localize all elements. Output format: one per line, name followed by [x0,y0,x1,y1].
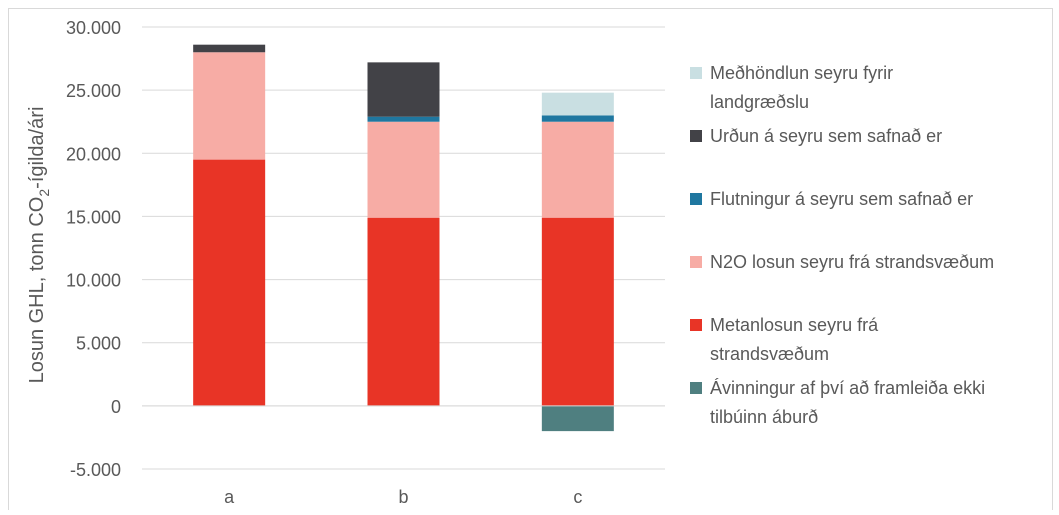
bar-segment [193,159,266,406]
bar-segment [193,52,266,160]
y-axis-label-subscript: 2 [36,189,52,197]
legend-label: Flutningur á seyru sem safnað er [710,189,973,209]
legend-item: Metanlosun seyru frá strandsvæðum [690,315,879,364]
y-axis-ticks: 30.000 25.000 20.000 15.000 10.000 5.000 0 -5.0… [66,18,121,480]
bar-segment [367,217,440,406]
y-tick-label: 15.000 [66,207,121,227]
bars [142,44,665,432]
legend-label: tilbúinn áburð [710,407,818,427]
x-tick-label: c [573,487,582,507]
legend-swatch [690,193,702,205]
y-tick-label: 10.000 [66,271,121,291]
legend-label: Metanlosun seyru frá [710,315,879,335]
bar-segment [541,92,614,116]
y-tick-label: -5.000 [70,460,121,480]
legend-swatch [690,319,702,331]
y-tick-label: 30.000 [66,18,121,38]
legend: Meðhöndlun seyru fyrir landgræðslu Urðun á… [690,63,994,427]
bar-segment [541,115,614,122]
legend-label: strandsvæðum [710,344,829,364]
legend-item: Ávinningur af því að framleiða ekki tilbú… [690,378,985,427]
bar-segment [541,121,614,218]
y-axis-label-main: Losun GHL, tonn CO [26,197,48,384]
y-axis-label: Losun GHL, tonn CO2-ígilda/ári [26,107,52,384]
legend-swatch [690,130,702,142]
bar-segment [541,405,614,432]
legend-label: landgræðslu [710,92,809,112]
legend-item: Meðhöndlun seyru fyrir landgræðslu [690,63,893,112]
legend-swatch [690,382,702,394]
legend-label: Meðhöndlun seyru fyrir [710,63,893,83]
bar-segment [193,44,266,53]
x-tick-label: b [398,487,408,507]
legend-swatch [690,256,702,268]
bar-segment [367,62,440,117]
bar-segment [541,217,614,406]
bar-segment [367,121,440,218]
legend-item: Urðun á seyru sem safnað er [690,126,942,146]
x-tick-label: a [224,487,235,507]
legend-item: N2O losun seyru frá strandsvæðum [690,252,994,272]
y-tick-label: 5.000 [76,334,121,354]
y-tick-label: 0 [111,397,121,417]
legend-label: N2O losun seyru frá strandsvæðum [710,252,994,272]
legend-item: Flutningur á seyru sem safnað er [690,189,973,209]
y-tick-label: 25.000 [66,81,121,101]
bar-segment [367,116,440,122]
y-tick-label: 20.000 [66,144,121,164]
legend-swatch [690,67,702,79]
legend-label: Urðun á seyru sem safnað er [710,126,942,146]
y-axis-label-suffix: -ígilda/ári [26,107,48,189]
x-axis-ticks: a b c [224,487,582,507]
legend-label: Ávinningur af því að framleiða ekki [710,378,985,398]
